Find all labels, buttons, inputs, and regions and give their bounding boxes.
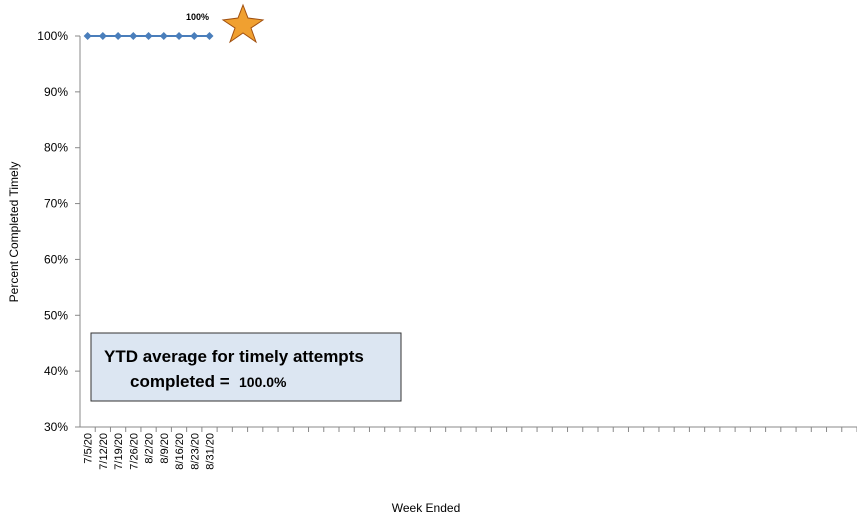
x-tick-label: 7/19/20: [113, 433, 125, 470]
x-tick-label: 8/9/20: [159, 433, 171, 464]
x-tick-label: 8/16/20: [174, 433, 186, 470]
summary-box: [90, 332, 402, 402]
data-point: [205, 32, 214, 40]
x-tick-label: 8/23/20: [189, 433, 201, 470]
data-point: [159, 32, 168, 40]
x-tick-label: 7/12/20: [98, 433, 110, 470]
y-tick-label: 100%: [37, 29, 68, 43]
y-tick-label: 60%: [44, 252, 68, 266]
data-point: [129, 32, 138, 40]
point-annotation: 100%: [186, 12, 209, 22]
data-point: [144, 32, 153, 40]
y-axis-label: Percent Completed Timely: [7, 162, 21, 303]
data-point: [114, 32, 123, 40]
x-tick-label: 7/5/20: [83, 433, 95, 464]
summary-line: completed =: [130, 372, 230, 391]
x-tick-label: 7/26/20: [128, 433, 140, 470]
data-point: [83, 32, 92, 40]
y-tick-label: 50%: [44, 308, 68, 322]
x-tick-label: 8/31/20: [205, 433, 217, 470]
y-tick-label: 30%: [44, 420, 68, 434]
y-tick-label: 90%: [44, 85, 68, 99]
data-point: [98, 32, 107, 40]
x-tick-label: 8/2/20: [144, 433, 156, 464]
summary-value: 100.0%: [239, 374, 287, 390]
y-tick-label: 80%: [44, 141, 68, 155]
y-tick-label: 70%: [44, 197, 68, 211]
x-axis-label: Week Ended: [392, 501, 461, 515]
data-point: [190, 32, 199, 40]
data-point: [175, 32, 184, 40]
star-icon: [221, 3, 265, 44]
y-tick-label: 40%: [44, 364, 68, 378]
summary-line: YTD average for timely attempts: [104, 347, 364, 366]
